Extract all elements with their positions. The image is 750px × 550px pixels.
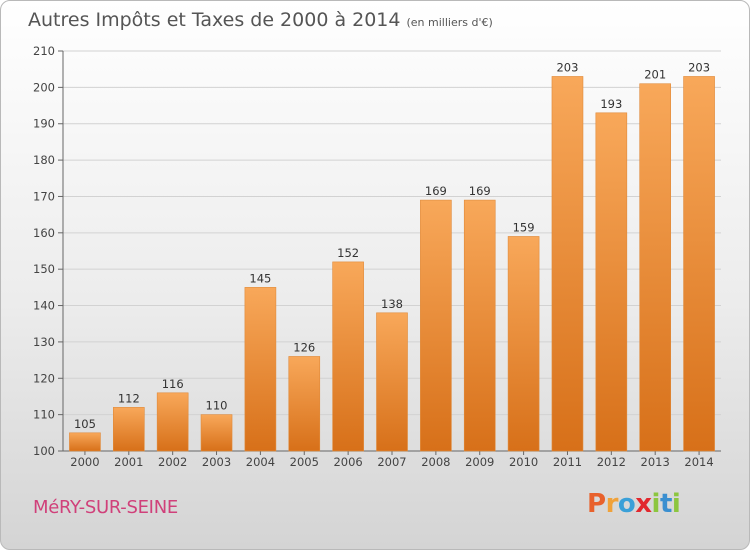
data-label: 203: [688, 60, 710, 74]
data-labels: 105 112 116 110 145 126 152 138 169 169 159 203 193 2…: [74, 60, 710, 430]
data-label: 116: [162, 377, 184, 391]
x-tick-label: 2008: [421, 455, 450, 469]
data-label: 126: [293, 340, 315, 354]
bar: [420, 199, 452, 452]
y-tick-label: 120: [33, 371, 55, 385]
data-label: 112: [118, 391, 140, 405]
data-label: 193: [600, 97, 622, 111]
bar: [507, 236, 540, 452]
bars: [69, 76, 715, 452]
x-tick-label: 2011: [553, 455, 582, 469]
logo-letter: P: [587, 489, 606, 519]
bar: [639, 83, 672, 452]
y-tick-label: 100: [33, 444, 55, 458]
x-tick-label: 2005: [290, 455, 319, 469]
y-tick-label: 190: [33, 117, 55, 131]
x-tick-label: 2006: [333, 455, 362, 469]
x-tick-label: 2013: [641, 455, 670, 469]
logo-letter: o: [617, 489, 636, 519]
proxiti-logo: Proxiti: [587, 489, 681, 519]
bar: [463, 199, 496, 452]
x-tick-label: 2014: [684, 455, 713, 469]
x-tick-label: 2010: [509, 455, 538, 469]
x-tick-label: 2007: [377, 455, 406, 469]
data-label: 203: [556, 60, 578, 74]
y-tick-label: 130: [33, 335, 55, 349]
x-tick-label: 2002: [158, 455, 187, 469]
chart-subtitle: (en milliers d'€): [406, 16, 493, 29]
bar: [244, 287, 277, 452]
data-label: 152: [337, 246, 359, 260]
bar: [69, 432, 101, 452]
x-tick-label: 2001: [114, 455, 143, 469]
data-label: 169: [469, 184, 491, 198]
axes: 100 110 120 130 140 150 160 170 180 190 200 210 2000…: [33, 44, 721, 469]
bar: [332, 261, 364, 452]
logo-letter: t: [659, 489, 672, 519]
chart-title-text: Autres Impôts et Taxes de 2000 à 2014: [28, 9, 401, 31]
bar: [200, 414, 233, 452]
y-tick-label: 170: [33, 189, 55, 203]
y-tick-label: 200: [33, 80, 55, 94]
x-tick-label: 2003: [202, 455, 231, 469]
logo-letter: r: [605, 489, 619, 519]
y-tick-label: 140: [33, 299, 55, 313]
y-tick-label: 150: [33, 262, 55, 276]
x-tick-label: 2000: [70, 455, 99, 469]
bar: [156, 392, 189, 452]
y-tick-label: 210: [33, 44, 55, 58]
x-tick-label: 2012: [597, 455, 626, 469]
logo-letter: i: [671, 489, 681, 519]
data-label: 159: [513, 220, 535, 234]
city-name: MéRY-SUR-SEINE: [33, 497, 178, 518]
data-label: 110: [206, 399, 228, 413]
bar: [595, 112, 628, 452]
bar: [113, 407, 145, 452]
x-tick-label: 2009: [465, 455, 494, 469]
data-label: 169: [425, 184, 447, 198]
logo-letter: x: [635, 489, 652, 519]
data-label: 105: [74, 417, 96, 431]
data-label: 201: [644, 68, 666, 82]
data-label: 145: [249, 271, 271, 285]
y-tick-label: 160: [33, 226, 55, 240]
x-tick-label: 2004: [246, 455, 275, 469]
bar: [288, 356, 321, 452]
bar: [376, 312, 408, 452]
y-tick-label: 110: [33, 408, 55, 422]
bar: [683, 76, 715, 452]
bar: [551, 76, 584, 452]
logo-letter: i: [651, 489, 661, 519]
data-label: 138: [381, 297, 403, 311]
y-tick-label: 180: [33, 153, 55, 167]
chart-title: Autres Impôts et Taxes de 2000 à 2014 (en…: [28, 9, 493, 31]
